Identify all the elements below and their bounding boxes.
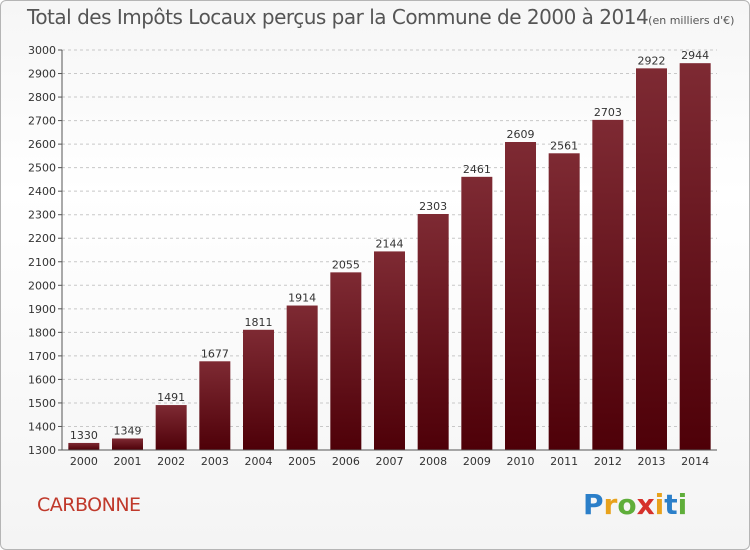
bar-2010 <box>505 142 536 450</box>
grid-lines <box>62 49 717 451</box>
chart-title: Total des Impôts Locaux perçus par la Co… <box>27 5 734 29</box>
y-tick-label: 2400 <box>28 185 56 198</box>
y-tick-label: 3000 <box>28 44 56 57</box>
y-tick-label: 2600 <box>28 138 56 151</box>
logo-letter: o <box>617 488 637 521</box>
data-label-2009: 2461 <box>463 163 491 176</box>
bar-2004 <box>243 329 274 450</box>
y-tick-label: 2000 <box>28 279 56 292</box>
chart-title-text: Total des Impôts Locaux perçus par la Co… <box>27 5 649 29</box>
data-label-2013: 2922 <box>638 54 666 67</box>
y-tick-label: 2900 <box>28 68 56 81</box>
logo-letter: x <box>636 488 655 521</box>
y-tick-label: 1900 <box>28 303 56 316</box>
data-label-2006: 2055 <box>332 258 360 271</box>
data-label-2014: 2944 <box>681 49 709 62</box>
x-tick-label: 2014 <box>681 455 709 468</box>
data-label-2008: 2303 <box>419 200 447 213</box>
data-label-2012: 2703 <box>594 106 622 119</box>
x-tick-label: 2008 <box>419 455 447 468</box>
logo-letter: P <box>583 488 604 521</box>
x-tick-label: 2009 <box>463 455 491 468</box>
commune-name: CARBONNE <box>37 494 141 516</box>
x-tick-label: 2013 <box>638 455 666 468</box>
bar-2013 <box>636 68 667 451</box>
x-tick-label: 2003 <box>201 455 229 468</box>
x-tick-label: 2010 <box>507 455 535 468</box>
bars: 1330 1349 1491 1677 1811 1914 2055 2144 2303 2461… <box>68 49 711 451</box>
bar-2002 <box>155 405 187 450</box>
data-label-2002: 1491 <box>157 391 185 404</box>
data-label-2010: 2609 <box>507 128 535 141</box>
bar-2009 <box>461 176 493 450</box>
bar-2005 <box>286 305 318 450</box>
x-tick-label: 2002 <box>157 455 185 468</box>
bar-2007 <box>374 251 405 450</box>
logo-letter: t <box>664 488 678 521</box>
y-tick-label: 2200 <box>28 232 56 245</box>
data-label-2004: 1811 <box>245 316 273 329</box>
data-label-2000: 1330 <box>70 429 98 442</box>
bar-2011 <box>548 153 580 450</box>
logo-letter: r <box>603 488 618 521</box>
x-tick-label: 2007 <box>376 455 404 468</box>
bar-2012 <box>592 119 624 450</box>
data-label-2003: 1677 <box>201 347 229 360</box>
data-label-2007: 2144 <box>376 237 404 250</box>
data-label-2005: 1914 <box>288 292 316 305</box>
bar-2006 <box>330 272 362 450</box>
x-axis: 2000 2001 2002 2003 2004 2005 2006 2007 2008 2009… <box>62 449 717 468</box>
chart-unit: (en milliers d'€) <box>648 14 735 27</box>
y-tick-label: 1700 <box>28 350 56 363</box>
bar-2003 <box>199 361 231 450</box>
bar-2008 <box>417 214 449 450</box>
bar-2000 <box>68 442 100 450</box>
y-tick-label: 2800 <box>28 91 56 104</box>
x-tick-label: 2004 <box>245 455 273 468</box>
x-tick-label: 2001 <box>114 455 142 468</box>
y-tick-label: 1800 <box>28 326 56 339</box>
y-tick-label: 1600 <box>28 373 56 386</box>
logo-letter: i <box>677 488 688 521</box>
x-tick-label: 2011 <box>550 455 578 468</box>
y-tick-label: 1300 <box>28 444 56 457</box>
logo-letter: i <box>654 488 665 521</box>
y-tick-label: 1500 <box>28 397 56 410</box>
x-tick-label: 2000 <box>70 455 98 468</box>
x-tick-label: 2005 <box>288 455 316 468</box>
y-tick-label: 2100 <box>28 256 56 269</box>
y-tick-label: 2700 <box>28 115 56 128</box>
proxiti-logo: Proxiti <box>583 488 687 521</box>
y-tick-label: 2300 <box>28 209 56 222</box>
y-tick-label: 1400 <box>28 420 56 433</box>
x-tick-label: 2012 <box>594 455 622 468</box>
y-tick-label: 2500 <box>28 162 56 175</box>
x-tick-label: 2006 <box>332 455 360 468</box>
y-axis: 1300 1400 1500 1600 1700 1800 1900 2000 2100 2200… <box>28 44 63 457</box>
data-label-2011: 2561 <box>550 139 578 152</box>
bar-2001 <box>112 438 143 450</box>
data-label-2001: 1349 <box>114 424 142 437</box>
bar-2014 <box>679 63 711 450</box>
